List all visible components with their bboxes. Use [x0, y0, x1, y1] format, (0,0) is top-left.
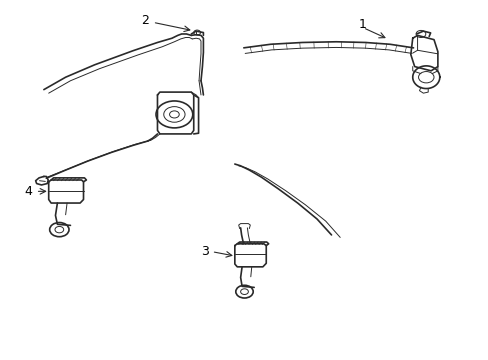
Text: 3: 3 [201, 245, 208, 258]
Text: 1: 1 [358, 18, 366, 31]
Text: 2: 2 [141, 14, 149, 27]
Text: 4: 4 [24, 185, 32, 198]
